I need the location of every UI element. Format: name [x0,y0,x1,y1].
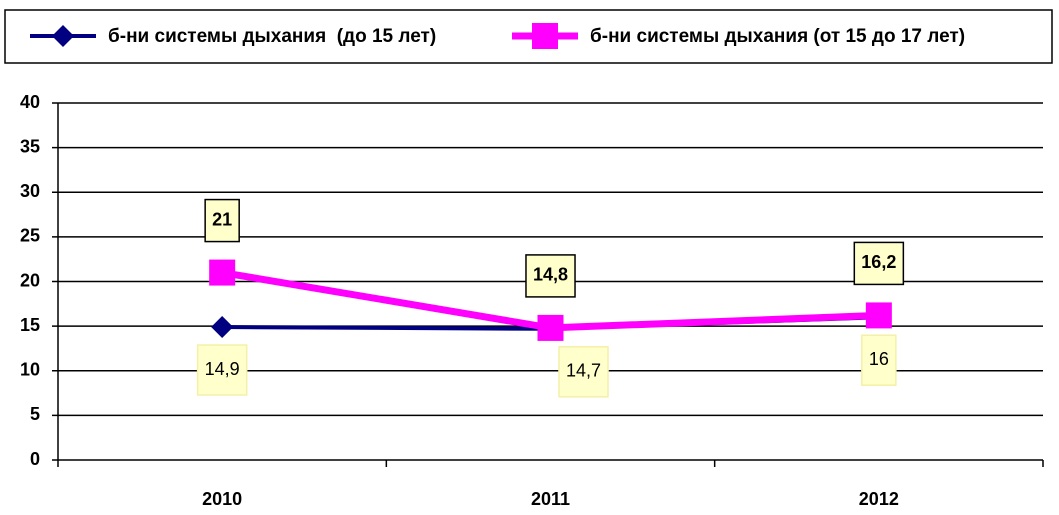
x-tick-label: 2010 [202,489,242,509]
data-label-box [861,334,897,386]
y-tick-label: 10 [20,360,40,380]
data-label: 16 [869,349,889,369]
data-label: 14,7 [566,361,601,381]
data-label-box [558,346,609,398]
data-point [209,259,236,286]
y-tick-label: 40 [20,92,40,112]
y-tick-label: 35 [20,136,40,156]
legend-marker [52,25,74,47]
data-label: 16,2 [861,252,896,272]
data-label-box [853,241,905,286]
data-point [537,314,564,341]
data-label: 14,8 [533,265,568,285]
data-label-box [196,344,248,396]
legend-marker [532,23,558,49]
legend-label: б-ни системы дыхания (от 15 до 17 лет) [590,26,965,47]
data-point [211,316,234,339]
legend-label: б-ни системы дыхания (до 15 лет) [108,26,436,47]
y-tick-label: 5 [30,404,40,424]
data-point [865,302,892,329]
y-tick-label: 20 [20,270,40,290]
data-label: 14,9 [205,359,240,379]
y-tick-label: 15 [20,315,40,335]
x-tick-label: 2011 [531,489,570,509]
data-label: 21 [212,209,232,229]
x-tick-label: 2012 [859,489,899,509]
data-label-box [204,198,240,243]
y-tick-label: 30 [20,181,40,201]
data-label-box [525,254,576,298]
y-tick-label: 0 [30,449,40,469]
y-tick-label: 25 [20,226,40,246]
